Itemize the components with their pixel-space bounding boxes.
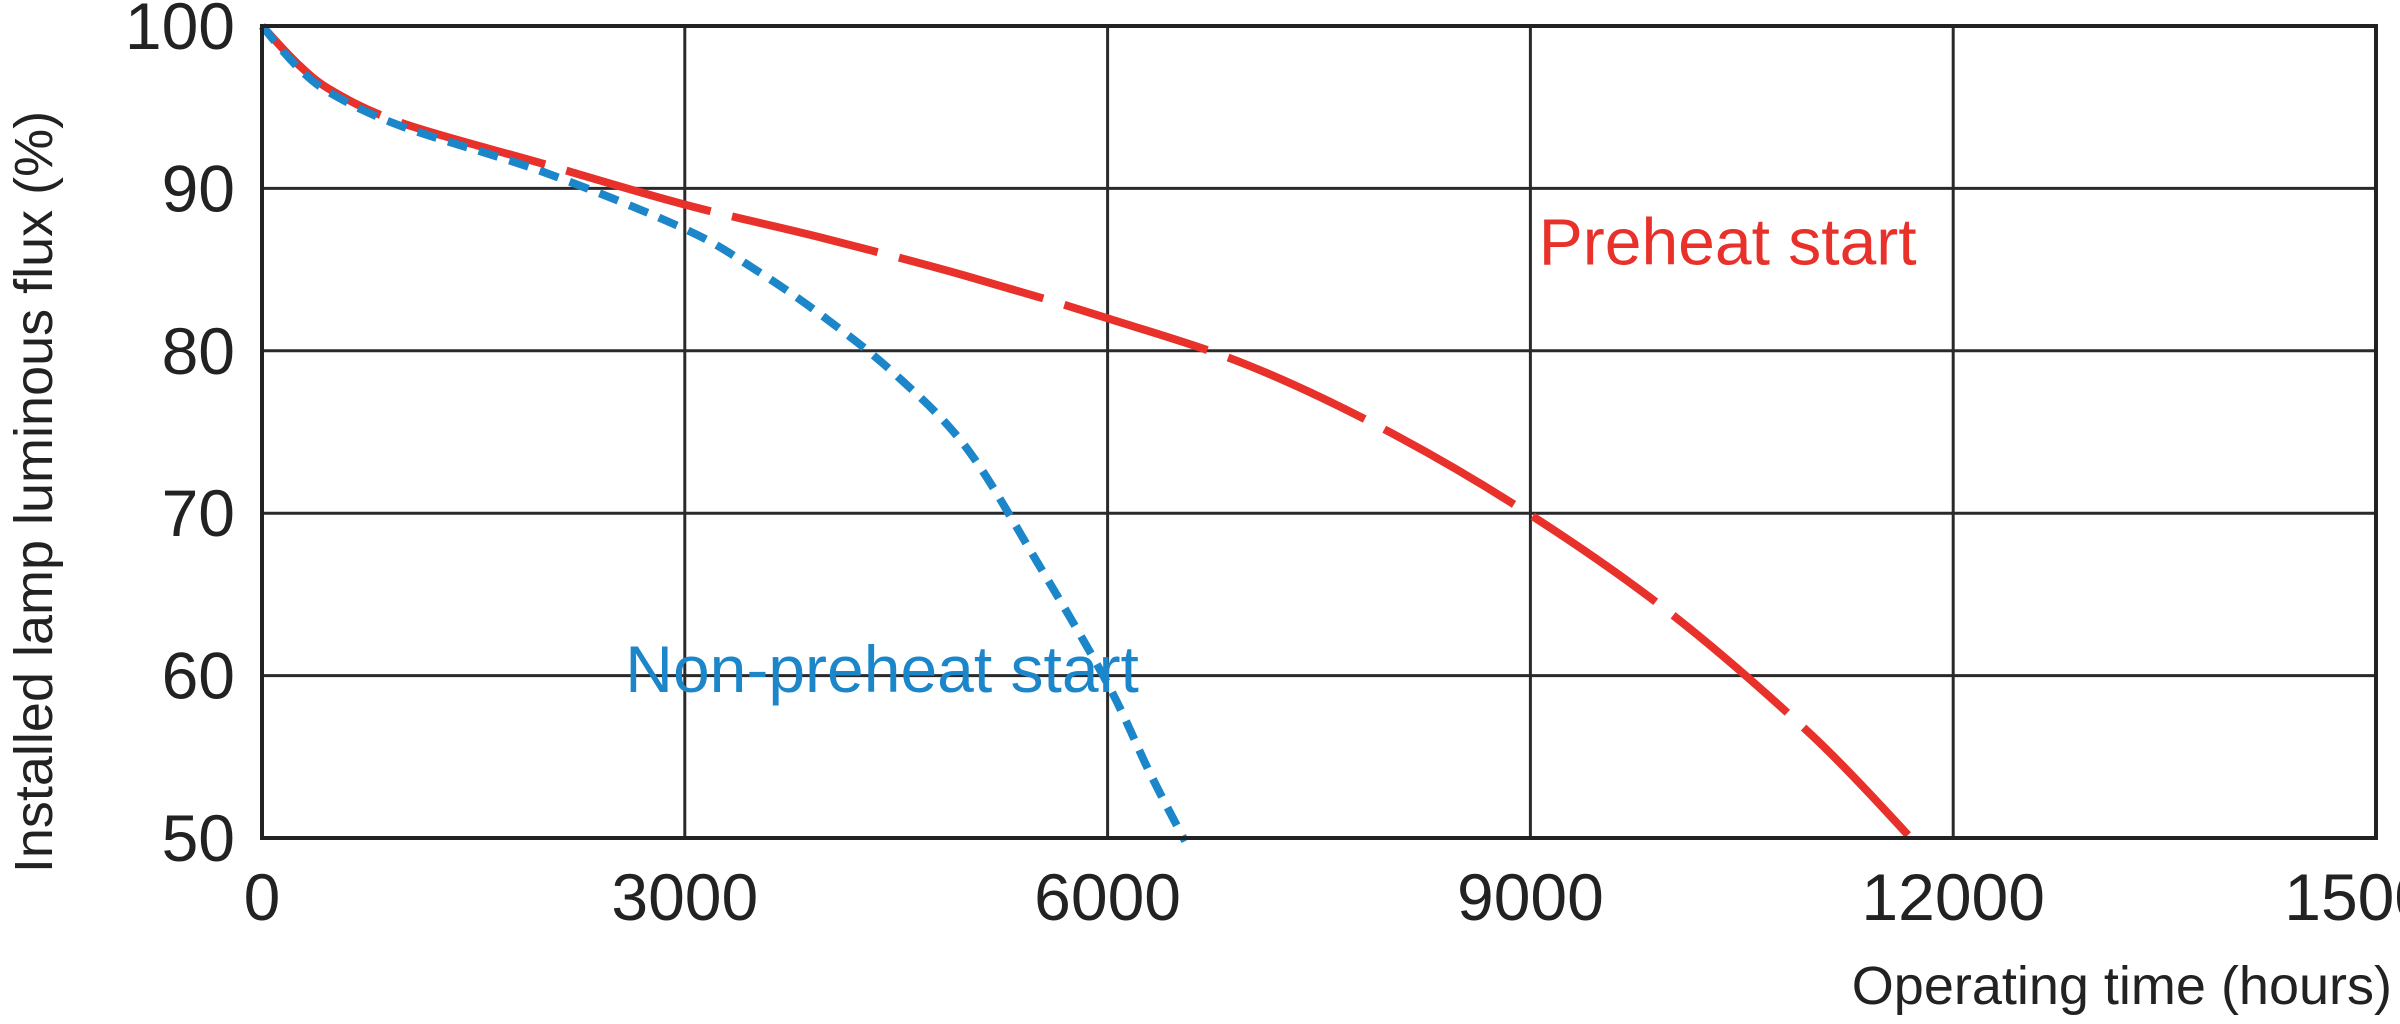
y-tick-label: 100 [125,0,235,63]
x-tick-label: 9000 [1457,860,1604,934]
series-line-preheat-start [259,23,1914,841]
y-tick-label: 90 [162,151,235,225]
x-tick-label: 6000 [1034,860,1181,934]
x-tick-label: 15000 [2284,860,2400,934]
y-tick-labels: 50 60 70 80 90 100 [125,0,235,875]
y-tick-label: 80 [162,314,235,388]
series-layer [258,23,1914,844]
x-tick-label: 0 [244,860,281,934]
series-annotations: Preheat start Non-preheat start [625,205,1916,706]
annotation-preheat-start: Preheat start [1539,205,1917,279]
x-tick-label: 12000 [1861,860,2045,934]
series-line-non-preheat-start [258,23,1189,844]
annotation-non-preheat-start: Non-preheat start [625,632,1139,706]
y-tick-label: 60 [162,639,235,713]
x-tick-label: 3000 [611,860,758,934]
x-tick-labels: 0 3000 6000 9000 12000 15000 [244,860,2400,934]
plot-frame [260,24,2378,840]
x-axis-title: Operating time (hours) [1852,956,2392,1016]
y-axis-title: Installed lamp luminous flux (%) [4,111,64,873]
y-tick-label: 50 [162,801,235,875]
y-tick-label: 70 [162,476,235,550]
